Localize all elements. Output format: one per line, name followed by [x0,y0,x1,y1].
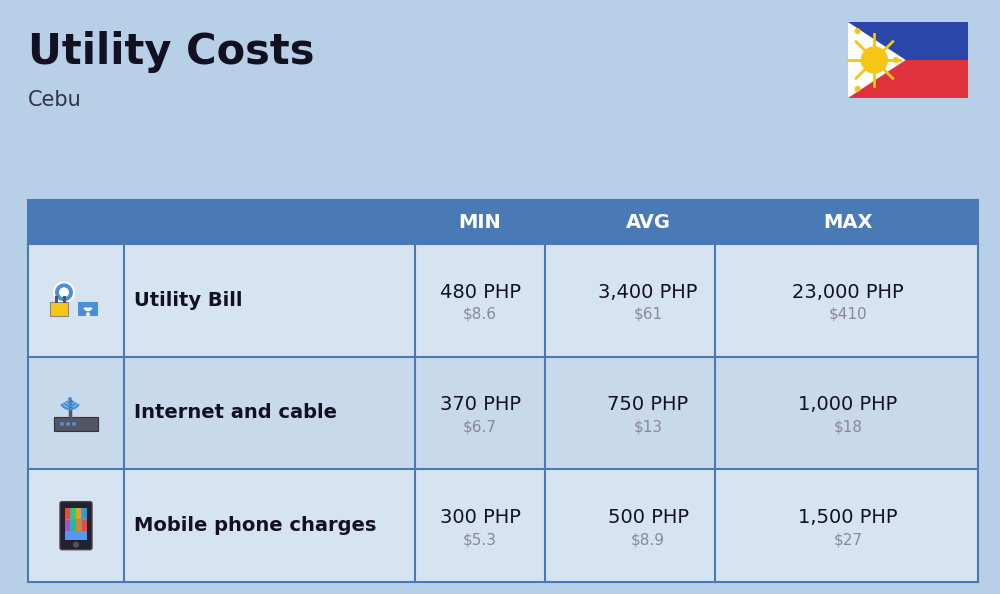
Bar [65,508,87,540]
Text: $410: $410 [829,307,867,322]
Text: 3,400 PHP: 3,400 PHP [598,283,698,302]
Bar [50,302,68,317]
Text: 1,000 PHP: 1,000 PHP [798,396,898,415]
Text: Utility Bill: Utility Bill [134,291,242,310]
Text: 750 PHP: 750 PHP [607,396,689,415]
Bar [82,508,87,519]
Bar [65,508,70,519]
Bar [54,417,98,431]
Circle shape [72,422,76,426]
Text: Internet and cable: Internet and cable [134,403,337,422]
Bar [70,508,76,519]
FancyBboxPatch shape [60,502,92,549]
Text: $6.7: $6.7 [463,419,497,434]
Text: 1,500 PHP: 1,500 PHP [798,508,898,527]
Bar [848,22,968,98]
Text: $13: $13 [633,419,663,434]
Text: $61: $61 [633,307,663,322]
Text: Mobile phone charges: Mobile phone charges [134,516,376,535]
Bar [78,302,98,317]
Bar [28,356,978,469]
Circle shape [855,86,861,92]
Bar [76,520,81,530]
Circle shape [68,397,72,401]
Circle shape [60,422,64,426]
Bar [848,22,968,60]
Text: $8.6: $8.6 [463,307,497,322]
Polygon shape [848,22,906,98]
Text: 370 PHP: 370 PHP [440,396,520,415]
Text: 480 PHP: 480 PHP [440,283,520,302]
Circle shape [893,57,899,63]
Text: $5.3: $5.3 [463,532,497,547]
Bar [28,244,978,356]
Text: MIN: MIN [459,213,501,232]
Circle shape [73,542,79,548]
Bar [63,296,66,304]
Text: $27: $27 [834,532,862,547]
Bar [76,508,81,519]
Bar [28,469,978,582]
Text: Cebu: Cebu [28,90,82,110]
Text: MAX: MAX [823,213,873,232]
Text: 500 PHP: 500 PHP [608,508,688,527]
Circle shape [66,422,70,426]
Circle shape [59,287,69,298]
Bar [55,296,58,304]
Bar [82,520,87,530]
Circle shape [54,282,74,302]
Bar [848,60,968,98]
Circle shape [86,312,90,317]
Text: AVG: AVG [626,213,670,232]
Circle shape [855,28,861,34]
Bar [70,520,76,530]
Text: 300 PHP: 300 PHP [440,508,520,527]
Text: $8.9: $8.9 [631,532,665,547]
Circle shape [861,46,888,74]
Text: $18: $18 [834,419,862,434]
Text: Utility Costs: Utility Costs [28,31,314,73]
Bar [65,520,70,530]
Text: 23,000 PHP: 23,000 PHP [792,283,904,302]
Bar [28,200,978,244]
